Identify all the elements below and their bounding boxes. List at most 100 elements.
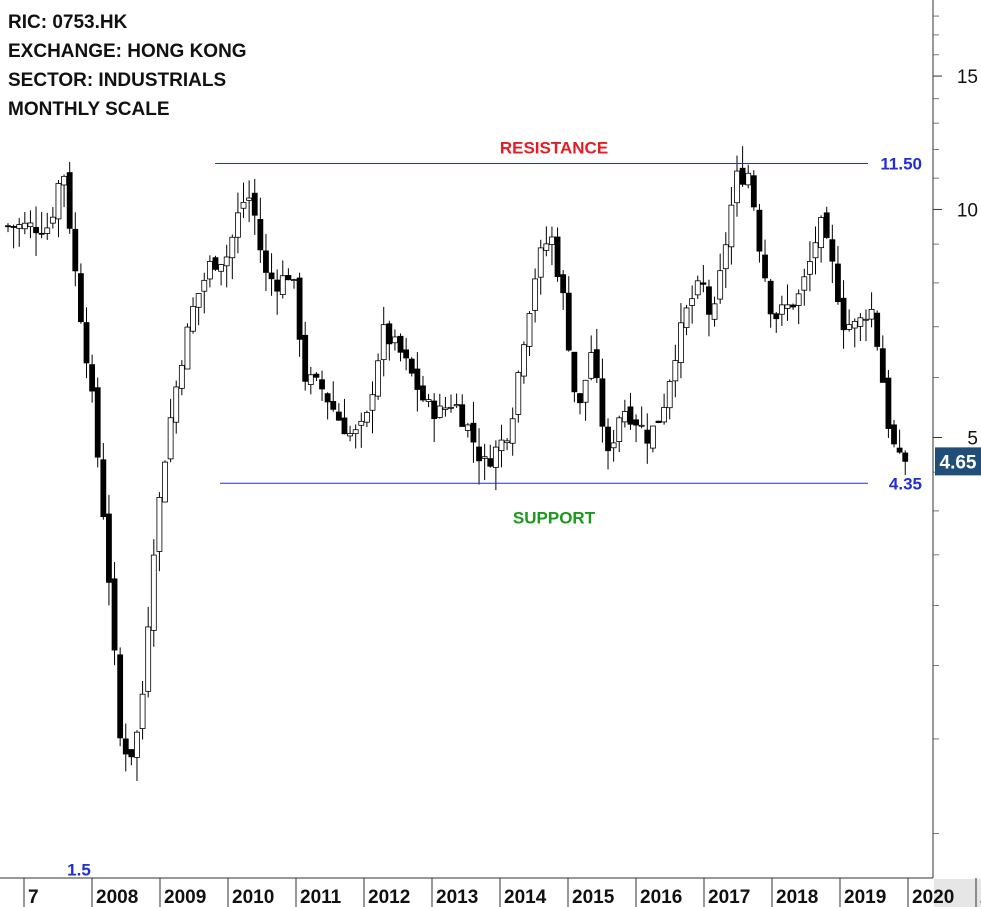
candle [369, 381, 376, 434]
candle [879, 335, 886, 383]
candle [582, 379, 589, 421]
price-tick-label: 5 [967, 428, 978, 449]
candle-body-up [638, 424, 645, 427]
candle-body-up [27, 222, 34, 228]
candle [807, 241, 813, 292]
candle-body-down [257, 219, 264, 251]
candle [78, 263, 84, 324]
candle [442, 396, 449, 417]
candle [44, 212, 51, 240]
candle-body-down [700, 282, 707, 285]
candle [408, 357, 415, 377]
candle [739, 146, 746, 187]
support-label: SUPPORT [513, 508, 596, 527]
candle-body-down [122, 738, 129, 755]
candle [358, 412, 365, 448]
candle [291, 278, 297, 289]
candle [599, 358, 606, 443]
candle [818, 215, 825, 263]
candle-body-up [307, 374, 314, 385]
candle [162, 460, 168, 503]
candle [117, 647, 124, 747]
candle-body-down [829, 239, 836, 262]
candle-body-up [61, 175, 67, 186]
candle-body-up [711, 303, 718, 320]
candle [436, 393, 443, 419]
candle-body-up [358, 420, 365, 426]
candle [863, 309, 869, 342]
candle [571, 351, 578, 403]
time-tick-label: 2010 [232, 887, 274, 907]
time-tick-label: 2015 [572, 887, 615, 907]
candle [767, 279, 774, 328]
candle [683, 304, 690, 336]
candles-layer [5, 146, 909, 782]
candle [145, 606, 152, 698]
candle [588, 335, 595, 381]
candle [661, 393, 668, 425]
candle [128, 749, 135, 766]
candle-body-down [823, 212, 830, 238]
candle-body-down [313, 373, 320, 378]
candle-body-down [285, 275, 292, 281]
candle-body-up [649, 425, 656, 449]
support-value: 4.35 [889, 474, 922, 493]
candle-body-down [706, 286, 712, 315]
candle-body-up [49, 216, 56, 224]
candle [694, 275, 701, 299]
time-axis: 7 2008 2009 2010 2011 2012 2013 2014 2015 2016 201… [0, 877, 981, 907]
candle [885, 369, 892, 438]
candle-body-down [750, 175, 757, 208]
time-tick-label: 2020 [912, 887, 954, 907]
time-tick-label: 2019 [844, 887, 886, 907]
candle [448, 394, 454, 413]
candle-body-up [851, 321, 858, 329]
candle-body-down [739, 167, 746, 185]
candle [375, 353, 382, 400]
candle [352, 424, 359, 449]
candle [649, 425, 656, 453]
candle [206, 255, 213, 288]
low-annotation: 1.5 [67, 861, 91, 880]
candle-body-down [605, 426, 611, 452]
candle-body-down [263, 250, 269, 273]
candle-body-down [762, 254, 768, 279]
candle-body-up [868, 309, 875, 320]
candle-body-down [459, 404, 466, 427]
candle [722, 232, 729, 289]
candle [509, 407, 516, 456]
time-tick-label: 2017 [708, 887, 750, 907]
candle [341, 398, 348, 435]
candle-body-up [728, 204, 735, 248]
time-tick-label: 7 [28, 887, 39, 907]
candle [380, 306, 387, 377]
price-axis: 51015204.65 [932, 0, 981, 878]
candle-body-up [734, 170, 740, 204]
candle-body-up [392, 336, 398, 344]
candle-body-down [117, 654, 124, 739]
candle [453, 393, 460, 408]
candle [246, 180, 253, 223]
candle [706, 279, 712, 337]
candle-body-down [431, 400, 438, 420]
candle [27, 210, 34, 239]
candle [122, 723, 129, 772]
candle [577, 392, 583, 415]
candle [223, 244, 230, 288]
candle [638, 406, 645, 429]
candle-body-down [560, 274, 567, 294]
candle [565, 276, 572, 352]
candle [307, 366, 314, 395]
candle [313, 372, 320, 382]
candle [823, 206, 830, 239]
candle-body-down [879, 348, 886, 383]
candle [734, 155, 740, 217]
time-tick-label: 2009 [164, 887, 206, 907]
candle [150, 539, 157, 647]
candle [459, 394, 466, 427]
candle [891, 419, 897, 448]
candle-body-up [498, 439, 505, 452]
candle [532, 268, 539, 323]
candle-body-down [487, 458, 494, 467]
axis-corner [934, 879, 981, 907]
